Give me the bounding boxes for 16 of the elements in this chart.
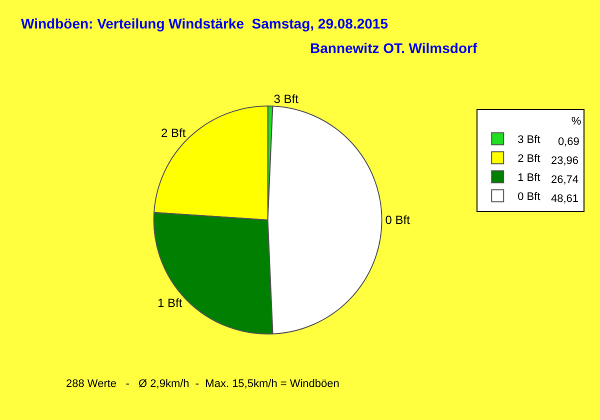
legend-label: 1 Bft — [518, 172, 540, 184]
slice-label: 1 Bft — [157, 296, 183, 310]
legend-label: 2 Bft — [518, 153, 540, 166]
data-label: 26,74 — [551, 174, 579, 186]
chart-subtitle: Bannewitz OT. Wilmsdorf — [310, 40, 478, 56]
data-label: 23,96 — [551, 155, 579, 167]
slice-label: 2 Bft — [161, 126, 186, 140]
slice-label: 0 Bft — [385, 212, 411, 227]
text: 288 Werte - Ø 2,9km/h - Max. 15,5km/h = Windböen — [66, 378, 340, 390]
data-label: 0,69 — [558, 136, 580, 148]
legend-label: 0 Bft — [518, 191, 540, 204]
legend-title: % — [480, 115, 582, 128]
legend-label: 3 Bft — [518, 134, 540, 146]
slice-label: 3 Bft — [274, 92, 300, 106]
data-label: 48,61 — [551, 193, 579, 205]
chart-title: Windböen: Verteilung Windstärke Samstag, 29.08.2015 — [21, 16, 388, 32]
